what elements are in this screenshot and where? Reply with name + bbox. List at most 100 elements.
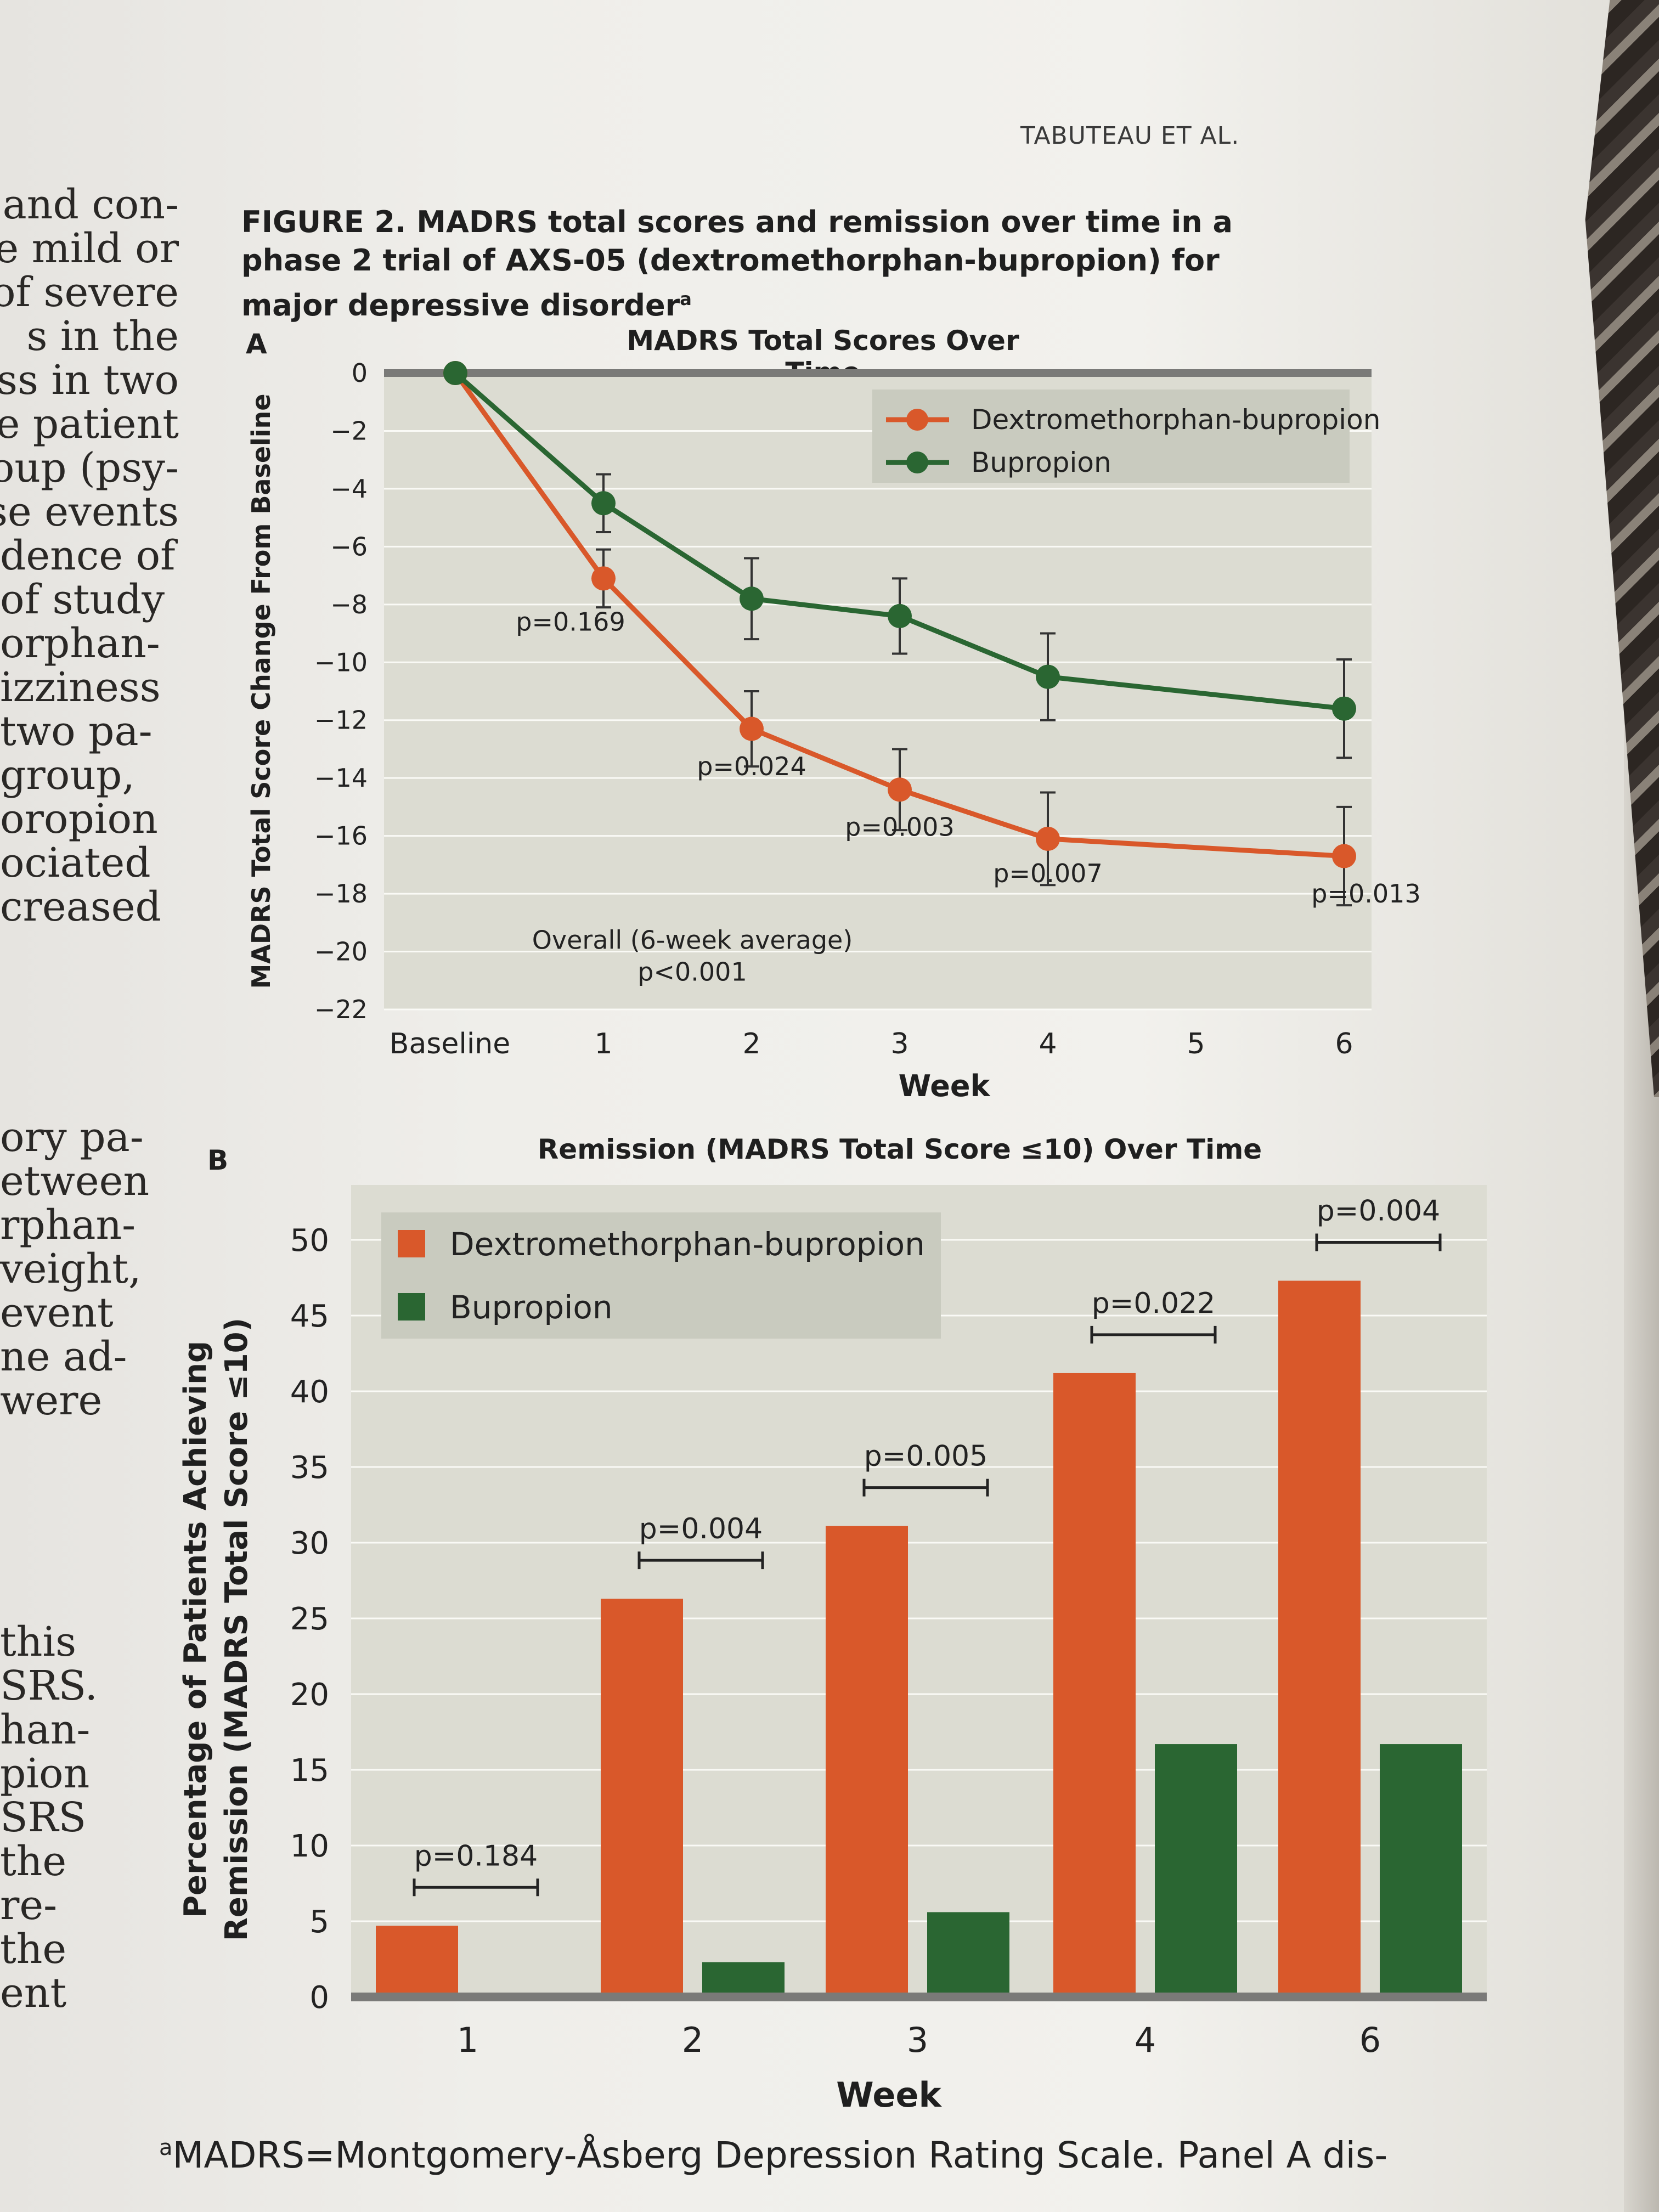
y-tick-label: 20	[290, 1677, 329, 1713]
p-value-annotation: p=0.004	[1317, 1195, 1440, 1228]
legend-label: Dextromethorphan-bupropion	[971, 404, 1380, 436]
data-point	[1332, 844, 1356, 868]
body-text-line: e mild or	[0, 225, 179, 272]
legend: Dextromethorphan-bupropion Bupropion	[381, 1212, 941, 1339]
bar-dextromethorphan-bupropion	[601, 1599, 683, 1993]
body-text-line: the	[0, 1926, 67, 1973]
data-point	[1036, 826, 1060, 851]
body-text-line: e, and con-	[0, 181, 179, 228]
y-tick-label: −16	[314, 821, 368, 851]
legend: Dextromethorphan-bupropion Bupropion	[872, 390, 1380, 483]
chart-b-title: Remission (MADRS Total Score ≤10) Over T…	[537, 1133, 1262, 1165]
y-tick-label: −8	[330, 590, 368, 619]
y-tick-label: −14	[314, 763, 368, 793]
body-text-line: dence of	[0, 532, 176, 579]
body-text-line: ent	[0, 1970, 67, 2017]
footnote-text: MADRS=Montgomery-Åsberg Depression Ratin…	[172, 2134, 1388, 2176]
x-tick-label: 4	[1135, 2020, 1156, 2060]
y-tick-label: −2	[330, 416, 368, 445]
y-tick-label: 35	[290, 1450, 329, 1486]
body-text-line: han-	[0, 1706, 91, 1753]
p-value-annotation: p=0.184	[414, 1839, 538, 1872]
p-value-annotation: p=0.169	[516, 607, 625, 636]
body-text-line: ociated	[0, 839, 151, 887]
body-text-line: group,	[0, 752, 135, 799]
p-value-annotation: p=0.004	[639, 1513, 763, 1545]
body-text-line: event	[0, 1289, 114, 1336]
bar-chart: 0 5 10 15 20 25 30 35 40 45 50 Percentage of Patien…	[178, 1185, 1487, 2115]
bar-dextromethorphan-bupropion	[376, 1926, 458, 1993]
legend-label: Dextromethorphan-bupropion	[450, 1226, 925, 1263]
legend-swatch	[398, 1293, 425, 1321]
legend-box	[381, 1212, 941, 1339]
series-line-bupropion	[454, 371, 1345, 712]
y-tick-label: 50	[290, 1223, 329, 1259]
series-line-dextromethorphan-bupropion	[453, 371, 1345, 859]
legend-swatch	[398, 1230, 425, 1257]
y-tick-label: −18	[314, 879, 368, 909]
x-tick-label: 6	[1335, 1028, 1353, 1060]
bar-bupropion	[927, 1912, 1009, 1993]
footnote-marker: a	[159, 2135, 173, 2160]
y-tick-label: −12	[314, 706, 368, 735]
body-text-line: etween	[0, 1158, 150, 1205]
data-point	[740, 716, 764, 741]
p-value-annotation: p=0.022	[1092, 1287, 1215, 1320]
p-value-annotation: p=0.007	[993, 859, 1102, 888]
running-head: TABUTEAU ET AL.	[1020, 122, 1240, 150]
x-tick-label: 6	[1359, 2020, 1381, 2060]
overall-note: Overall (6-week average)	[532, 925, 853, 955]
overall-p-value: p<0.001	[637, 957, 747, 986]
x-tick-label: Baseline	[390, 1028, 510, 1060]
body-text-line: veight,	[0, 1245, 142, 1293]
x-axis-label: Week	[899, 1069, 991, 1103]
x-tick-label: 3	[907, 2020, 928, 2060]
figure-caption-text: FIGURE 2. MADRS total scores and remissi…	[241, 205, 1233, 323]
y-tick-label: −4	[330, 474, 368, 504]
legend-marker	[906, 409, 928, 431]
y-tick-label: −6	[330, 532, 368, 561]
body-text-line: izziness	[0, 664, 161, 711]
body-text-line: the	[0, 1838, 67, 1885]
y-tick-label: 25	[290, 1601, 329, 1637]
y-tick-label: 0	[309, 1980, 329, 2016]
data-point	[591, 491, 616, 516]
body-text-line: ory pa-	[0, 1114, 144, 1161]
x-tick-label: 1	[457, 2020, 478, 2060]
y-tick-label: 10	[290, 1829, 329, 1864]
body-text-line: two pa-	[0, 708, 153, 755]
y-tick-label: −22	[314, 995, 368, 1024]
x-tick-label: 2	[742, 1028, 760, 1060]
data-point	[1036, 664, 1060, 689]
x-tick-label: 3	[890, 1028, 909, 1060]
body-text-line: this	[0, 1618, 77, 1666]
y-tick-label: 5	[309, 1904, 329, 1940]
x-tick-label: 4	[1039, 1028, 1057, 1060]
y-tick-label: 40	[290, 1374, 329, 1410]
footnote: aMADRS=Montgomery-Åsberg Depression Rati…	[159, 2134, 1387, 2176]
p-value-annotation: p=0.005	[864, 1440, 988, 1473]
panel-b-letter: B	[207, 1144, 229, 1176]
x-tick-label: 1	[594, 1028, 612, 1060]
body-text-line: se events	[0, 488, 179, 535]
body-text-line: oropion	[0, 795, 158, 843]
line-chart: 0 −2 −4 −6 −8 −10 −12 −14 −16 −18 −20 −22 MADRS Tota…	[246, 358, 1421, 1103]
body-text-line: s in the	[26, 313, 179, 360]
body-text-line: of study	[0, 576, 165, 623]
y-tick-label: −10	[314, 647, 368, 677]
body-text-line: ne patient	[0, 400, 179, 448]
body-text-line: of severe	[0, 269, 179, 316]
legend-box	[872, 390, 1350, 483]
body-text-line: orphan-	[0, 620, 160, 667]
p-value-annotation: p=0.003	[845, 812, 954, 842]
data-point	[1332, 696, 1356, 721]
y-tick-label: 45	[290, 1299, 329, 1334]
data-point	[888, 777, 912, 802]
y-tick-label: 30	[290, 1526, 329, 1561]
x-axis-label: Week	[836, 2075, 942, 2115]
panel-a-letter: A	[246, 328, 267, 360]
body-text-line: were	[0, 1377, 103, 1424]
y-axis-label: Percentage of Patients Achieving	[178, 1341, 213, 1918]
y-axis-label: Remission (MADRS Total Score ≤10)	[219, 1318, 255, 1941]
